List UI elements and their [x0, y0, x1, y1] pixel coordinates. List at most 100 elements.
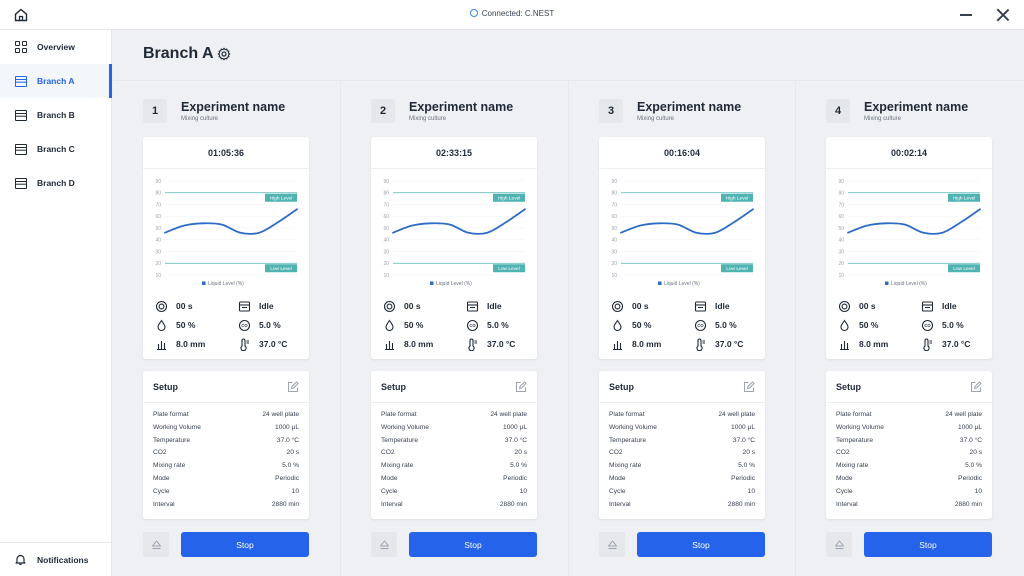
header-divider: [113, 80, 1024, 81]
high-level-badge: [265, 193, 297, 202]
sidebar-item-branch-c[interactable]: Branch C: [0, 132, 112, 166]
setup-value: 5.0 %: [282, 462, 299, 470]
stat-time: 00 s: [383, 299, 421, 313]
edit-icon[interactable]: [515, 380, 527, 392]
time-icon: [838, 300, 851, 313]
setup-row: CO2 20 s: [153, 449, 299, 459]
setup-value: 2880 min: [271, 500, 299, 508]
low-level-badge: [948, 264, 980, 273]
setup-value: 20 s: [514, 449, 527, 457]
setup-value: 37.0 °C: [504, 436, 527, 444]
edit-icon[interactable]: [970, 380, 982, 392]
setup-label: Temperature: [609, 436, 647, 444]
temperature-icon: [694, 338, 707, 351]
divider: [143, 402, 309, 403]
setup-label: Working Volume: [153, 423, 201, 431]
eject-button[interactable]: [371, 532, 397, 557]
column-divider: [795, 81, 796, 576]
stat-value: 00 s: [632, 301, 649, 311]
minimize-icon[interactable]: [960, 14, 972, 16]
sidebar-item-overview[interactable]: Overview: [0, 30, 112, 64]
status-card: 00:16:04 10 20 30 40 50 60 70 80 90 High Level Low…: [599, 137, 765, 359]
low-level-label: Low Level: [270, 266, 292, 272]
divider: [143, 168, 309, 169]
sidebar-item-branch-d[interactable]: Branch D: [0, 166, 112, 200]
stat-value: Idle: [715, 301, 730, 311]
stat-time: 00 s: [611, 299, 649, 313]
setup-label: Plate format: [381, 411, 417, 418]
setup-label: Interval: [381, 500, 403, 508]
setup-row: CO2 20 s: [381, 449, 527, 459]
setup-label: Temperature: [836, 436, 874, 444]
divider: [599, 168, 765, 169]
stat-state: Idle: [466, 299, 502, 313]
y-tick-label: 10: [611, 273, 617, 279]
sidebar-item-label: Branch A: [37, 76, 75, 86]
setup-value: 5.0 %: [965, 462, 982, 470]
eject-button[interactable]: [599, 532, 625, 557]
sidebar-item-label: Branch B: [37, 110, 75, 120]
stat-humidity: 50 %: [383, 318, 423, 332]
setup-value: 10: [974, 487, 982, 495]
temperature-icon: [238, 338, 251, 351]
stat-value: 50 %: [404, 320, 424, 330]
edit-icon[interactable]: [743, 380, 755, 392]
divider: [826, 168, 992, 169]
sidebar-item-branch-b[interactable]: Branch B: [0, 98, 112, 132]
sidebar-item-branch-a[interactable]: Branch A: [0, 64, 112, 98]
height-icon: [611, 338, 624, 351]
y-tick-label: 30: [838, 249, 844, 255]
y-tick-label: 10: [155, 273, 161, 279]
setup-label: Temperature: [153, 436, 191, 444]
setup-label: Mixing rate: [836, 462, 869, 470]
setup-row: Cycle 10: [609, 488, 755, 498]
humidity-icon: [611, 319, 624, 332]
y-tick-label: 10: [838, 273, 844, 279]
co2-icon: CO: [694, 319, 707, 332]
stop-button[interactable]: Stop: [864, 532, 992, 557]
close-icon[interactable]: [996, 8, 1010, 22]
high-level-label: High Level: [498, 195, 521, 201]
stop-button[interactable]: Stop: [637, 532, 765, 557]
experiment-subtitle: Mixing culture: [637, 116, 675, 122]
setup-row: Working Volume 1000 μL: [836, 424, 982, 434]
stat-value: 8.0 mm: [632, 339, 662, 349]
stop-button[interactable]: Stop: [181, 532, 309, 557]
low-level-badge: [265, 264, 297, 273]
setup-value: Periodic: [731, 475, 755, 482]
y-tick-label: 80: [838, 191, 844, 197]
setup-value: 1000 μL: [731, 423, 755, 431]
humidity-icon: [383, 319, 396, 332]
liquid-level-chart: 10 20 30 40 50 60 70 80 90 High Level Low Level Liq…: [838, 179, 981, 287]
setup-row: Plate format 24 well plate: [836, 411, 982, 421]
stat-humidity: 50 %: [838, 318, 878, 332]
stat-height: 8.0 mm: [383, 337, 433, 351]
setup-title: Setup: [609, 382, 635, 392]
experiment-subtitle: Mixing culture: [409, 116, 447, 122]
page-title: Branch A: [143, 45, 214, 62]
liquid-level-chart: 10 20 30 40 50 60 70 80 90 High Level Low Level Liq…: [611, 179, 754, 287]
stop-button[interactable]: Stop: [409, 532, 537, 557]
eject-button[interactable]: [826, 532, 852, 557]
stat-temperature: 37.0 °C: [238, 337, 287, 351]
setup-row: Working Volume 1000 μL: [609, 424, 755, 434]
connected-check-icon: [469, 9, 478, 17]
eject-icon: [607, 540, 617, 549]
setup-row: Working Volume 1000 μL: [153, 424, 299, 434]
setup-card: Setup Plate format 24 well plate Working…: [599, 371, 765, 519]
y-tick-label: 30: [383, 249, 389, 255]
y-tick-label: 20: [611, 261, 617, 267]
y-tick-label: 30: [155, 249, 161, 255]
humidity-icon: [155, 319, 168, 332]
list-icon: [14, 143, 27, 155]
eject-button[interactable]: [143, 532, 169, 557]
experiment-number: 2: [371, 99, 395, 123]
setup-label: Mode: [836, 475, 853, 482]
y-tick-label: 20: [383, 261, 389, 267]
gear-icon[interactable]: [217, 47, 231, 61]
home-icon[interactable]: [12, 6, 30, 24]
bell-icon: [14, 553, 27, 566]
edit-icon[interactable]: [287, 380, 299, 392]
notifications-button[interactable]: Notifications: [0, 542, 112, 576]
setup-title: Setup: [836, 382, 862, 392]
